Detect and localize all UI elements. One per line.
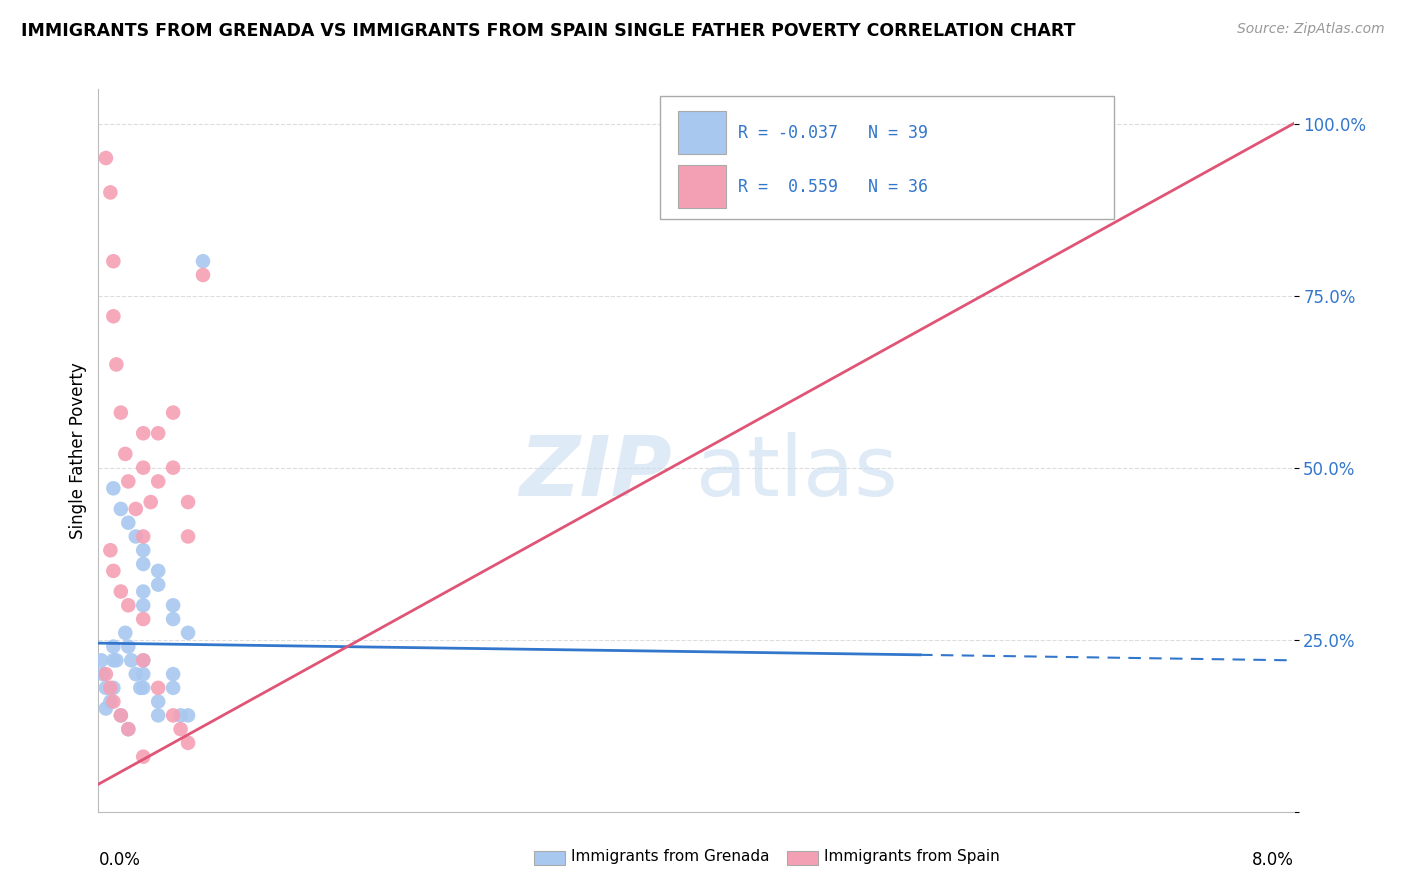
Text: Immigrants from Spain: Immigrants from Spain — [824, 849, 1000, 863]
Point — [132, 681, 155, 695]
Point — [110, 406, 132, 420]
Point — [148, 564, 170, 578]
Point — [90, 653, 112, 667]
Point — [177, 495, 200, 509]
Point — [177, 708, 200, 723]
Point — [148, 681, 170, 695]
Point — [132, 543, 155, 558]
Point — [103, 681, 125, 695]
Point — [148, 475, 170, 489]
Point — [148, 577, 170, 591]
Point — [98, 543, 122, 558]
Point — [162, 681, 184, 695]
Point — [162, 708, 184, 723]
Point — [94, 667, 117, 681]
Text: R = -0.037   N = 39: R = -0.037 N = 39 — [738, 124, 928, 142]
Point — [110, 708, 132, 723]
Point — [98, 681, 122, 695]
Point — [114, 447, 136, 461]
Point — [125, 667, 148, 681]
Point — [177, 736, 200, 750]
Point — [132, 749, 155, 764]
Point — [162, 460, 184, 475]
Point — [114, 625, 136, 640]
Point — [103, 564, 125, 578]
Point — [132, 599, 155, 613]
Point — [132, 667, 155, 681]
Point — [105, 653, 128, 667]
Point — [132, 426, 155, 441]
Point — [132, 557, 155, 571]
Point — [148, 708, 170, 723]
Point — [191, 254, 214, 268]
Point — [132, 653, 155, 667]
Point — [132, 612, 155, 626]
Point — [110, 708, 132, 723]
Point — [120, 653, 142, 667]
Point — [169, 708, 191, 723]
Point — [132, 584, 155, 599]
Text: atlas: atlas — [696, 432, 897, 513]
Point — [162, 667, 184, 681]
Point — [132, 529, 155, 543]
Point — [162, 612, 184, 626]
Point — [105, 358, 128, 372]
Text: Immigrants from Grenada: Immigrants from Grenada — [571, 849, 769, 863]
Point — [103, 254, 125, 268]
Point — [110, 502, 132, 516]
Point — [191, 268, 214, 282]
Point — [125, 529, 148, 543]
Point — [162, 406, 184, 420]
Point — [129, 681, 152, 695]
Point — [98, 695, 122, 709]
Point — [94, 701, 117, 715]
Point — [125, 502, 148, 516]
Point — [139, 495, 162, 509]
Point — [169, 722, 191, 736]
Text: R =  0.559   N = 36: R = 0.559 N = 36 — [738, 178, 928, 195]
Point — [162, 599, 184, 613]
Y-axis label: Single Father Poverty: Single Father Poverty — [69, 362, 87, 539]
Point — [148, 426, 170, 441]
Text: IMMIGRANTS FROM GRENADA VS IMMIGRANTS FROM SPAIN SINGLE FATHER POVERTY CORRELATI: IMMIGRANTS FROM GRENADA VS IMMIGRANTS FR… — [21, 22, 1076, 40]
Point — [117, 475, 139, 489]
FancyBboxPatch shape — [678, 165, 725, 209]
FancyBboxPatch shape — [678, 111, 725, 154]
Text: ZIP: ZIP — [519, 432, 672, 513]
Point — [103, 481, 125, 495]
Point — [103, 695, 125, 709]
FancyBboxPatch shape — [661, 96, 1115, 219]
Point — [103, 310, 125, 324]
Text: 8.0%: 8.0% — [1251, 852, 1294, 870]
Point — [132, 653, 155, 667]
Point — [132, 460, 155, 475]
Point — [117, 722, 139, 736]
Point — [91, 667, 114, 681]
Point — [103, 653, 125, 667]
Point — [177, 529, 200, 543]
Point — [117, 640, 139, 654]
Point — [177, 625, 200, 640]
Point — [94, 151, 117, 165]
Point — [117, 516, 139, 530]
Point — [110, 584, 132, 599]
Point — [148, 695, 170, 709]
Text: 0.0%: 0.0% — [98, 852, 141, 870]
Point — [98, 186, 122, 200]
Point — [94, 681, 117, 695]
Point — [117, 722, 139, 736]
Point — [117, 599, 139, 613]
Point — [103, 640, 125, 654]
Text: Source: ZipAtlas.com: Source: ZipAtlas.com — [1237, 22, 1385, 37]
